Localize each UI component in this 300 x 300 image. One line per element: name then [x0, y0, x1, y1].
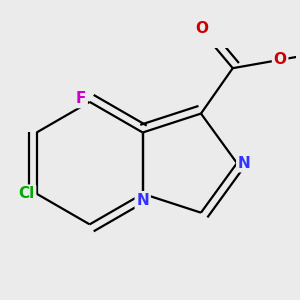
Text: O: O [195, 21, 208, 36]
Text: F: F [76, 92, 86, 106]
Text: O: O [274, 52, 286, 67]
Text: N: N [136, 193, 149, 208]
Text: N: N [238, 156, 250, 171]
Text: Cl: Cl [18, 186, 34, 201]
